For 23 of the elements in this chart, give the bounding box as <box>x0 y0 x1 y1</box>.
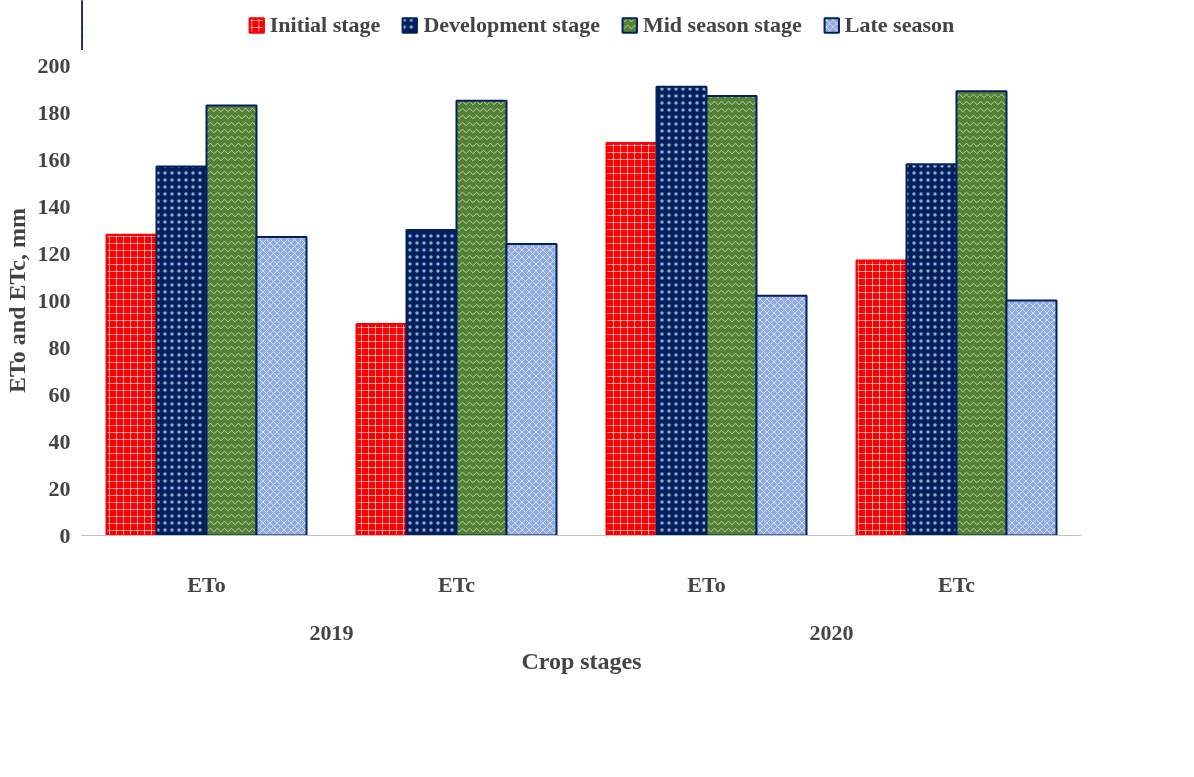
y-tick-label: 200 <box>37 52 71 78</box>
y-tick-label: 80 <box>48 334 71 360</box>
y-tick-label: 120 <box>37 240 71 266</box>
x-tick-label: ETc <box>937 571 976 597</box>
y-tick-label: 60 <box>48 381 71 407</box>
text: 2019 <box>309 619 354 645</box>
legend-label: Late season <box>844 12 955 38</box>
x-tick-label: ETc <box>437 571 476 597</box>
y-tick-label: 100 <box>37 287 71 313</box>
y-tick-label: 160 <box>37 146 71 172</box>
legend-label: Mid season stage <box>642 12 802 38</box>
y-tick-label: 40 <box>48 428 71 454</box>
y-tick-label: 0 <box>59 522 71 548</box>
y-axis-title: ETo and ETc, mm <box>3 208 30 393</box>
legend-label: Development stage <box>423 12 600 38</box>
text: 2020 <box>809 619 854 645</box>
x-tick-label: ETo <box>187 571 226 597</box>
y-tick-label: 140 <box>37 193 71 219</box>
legend-label: Initial stage <box>269 12 381 38</box>
x-axis-title: Crop stages <box>521 647 642 674</box>
y-tick-label: 180 <box>37 99 71 125</box>
x-tick-label: ETo <box>687 571 726 597</box>
y-tick-label: 20 <box>48 475 71 501</box>
